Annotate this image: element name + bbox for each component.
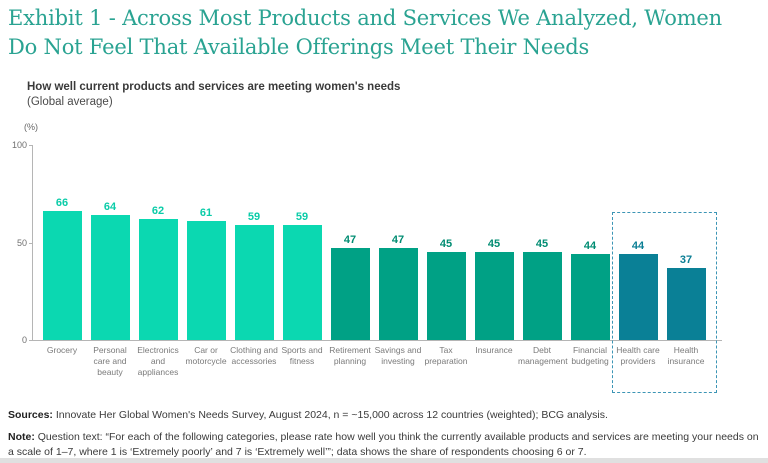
bar-rect	[474, 252, 514, 340]
y-tick-label-100: 100	[11, 140, 27, 150]
bar-value-label: 45	[535, 238, 549, 250]
bar-rect	[378, 248, 418, 340]
bar-rect	[330, 248, 370, 340]
chart-title: How well current products and services a…	[27, 81, 401, 93]
bar-health-care-providers: 44	[614, 240, 662, 340]
sources-text: Innovate Her Global Women's Needs Survey…	[55, 408, 608, 421]
note-text: Question text: “For each of the followin…	[8, 430, 759, 458]
x-tick-label-grocery: Grocery	[46, 345, 78, 355]
y-tick-mark	[29, 340, 32, 341]
bar-rect	[522, 252, 562, 340]
bar-sports-and-fitness: 59	[278, 211, 326, 340]
x-tick-label-personal-care-and-beauty: Personal care and beauty	[93, 345, 127, 378]
x-tick-label-debt-management: Debt management	[518, 345, 568, 367]
bar-rect	[90, 215, 130, 340]
bar-rect	[570, 254, 610, 340]
bar-retirement-planning: 47	[326, 234, 374, 340]
bar-value-label: 44	[631, 240, 645, 252]
bar-value-label: 64	[103, 201, 117, 213]
bar-clothing-and-accessories: 59	[230, 211, 278, 340]
x-axis-line	[32, 340, 722, 341]
plot-area: 66 64 62 61 59 59 47 47 45 45 45 44 44 37	[38, 145, 710, 340]
bar-personal-care-and-beauty: 64	[86, 201, 134, 340]
sources-label: Sources:	[8, 408, 53, 421]
bar-health-insurance: 37	[662, 254, 710, 340]
x-tick-label-insurance: Insurance	[475, 345, 513, 355]
bar-insurance: 45	[470, 238, 518, 340]
y-tick-mark	[29, 145, 32, 146]
x-tick-label-clothing-and-accessories: Clothing and accessories	[230, 345, 278, 367]
bar-value-label: 37	[679, 254, 693, 266]
bar-value-label: 59	[247, 211, 261, 223]
x-tick-label-savings-and-investing: Savings and investing	[374, 345, 422, 367]
x-axis-labels: Grocery Personal care and beauty Electroni…	[38, 345, 710, 378]
bar-value-label: 62	[151, 205, 165, 217]
note-line: Note: Question text: “For each of the fo…	[8, 430, 762, 460]
y-tick-mark	[29, 242, 32, 244]
bar-rect	[138, 219, 178, 340]
x-tick-label-retirement-planning: Retirement planning	[329, 345, 371, 367]
bar-value-label: 59	[295, 211, 309, 223]
bar-rect	[186, 221, 226, 340]
y-tick-label-0: 0	[21, 335, 27, 345]
bar-rect	[234, 225, 274, 340]
bar-rect	[42, 211, 82, 340]
bar-tax-preparation: 45	[422, 238, 470, 340]
x-tick-label-health-care-providers: Health care providers	[616, 345, 660, 367]
bar-value-label: 47	[391, 234, 405, 246]
bar-rect	[282, 225, 322, 340]
x-tick-label-tax-preparation: Tax preparation	[424, 345, 468, 367]
x-tick-label-health-insurance: Health insurance	[667, 345, 705, 367]
x-tick-label-sports-and-fitness: Sports and fitness	[281, 345, 323, 367]
chart-subtitle: (Global average)	[27, 96, 113, 108]
y-axis-line	[32, 145, 33, 340]
bar-savings-and-investing: 47	[374, 234, 422, 340]
bar-value-label: 45	[487, 238, 501, 250]
bottom-divider	[0, 458, 768, 463]
bar-value-label: 45	[439, 238, 453, 250]
bar-value-label: 66	[55, 197, 69, 209]
sources-line: Sources: Innovate Her Global Women's Nee…	[8, 409, 762, 421]
x-tick-label-financial-budgeting: Financial budgeting	[571, 345, 609, 367]
exhibit-title: Exhibit 1 - Across Most Products and Ser…	[8, 6, 722, 59]
bar-rect	[666, 268, 706, 340]
y-axis-unit-label: (%)	[24, 122, 38, 132]
note-label: Note:	[8, 430, 35, 443]
bar-rect	[426, 252, 466, 340]
bar-value-label: 47	[343, 234, 357, 246]
x-tick-label-electronics-and-appliances: Electronics and appliances	[137, 345, 179, 378]
highlight-box	[612, 212, 717, 393]
bar-debt-management: 45	[518, 238, 566, 340]
bar-value-label: 61	[199, 207, 213, 219]
bar-grocery: 66	[38, 197, 86, 340]
x-tick-label-car-or-motorcycle: Car or motorcycle	[185, 345, 227, 367]
y-tick-label-50: 50	[16, 237, 27, 248]
bar-electronics-and-appliances: 62	[134, 205, 182, 340]
bar-car-or-motorcycle: 61	[182, 207, 230, 340]
bar-financial-budgeting: 44	[566, 240, 614, 340]
bar-rect	[618, 254, 658, 340]
bar-value-label: 44	[583, 240, 597, 252]
